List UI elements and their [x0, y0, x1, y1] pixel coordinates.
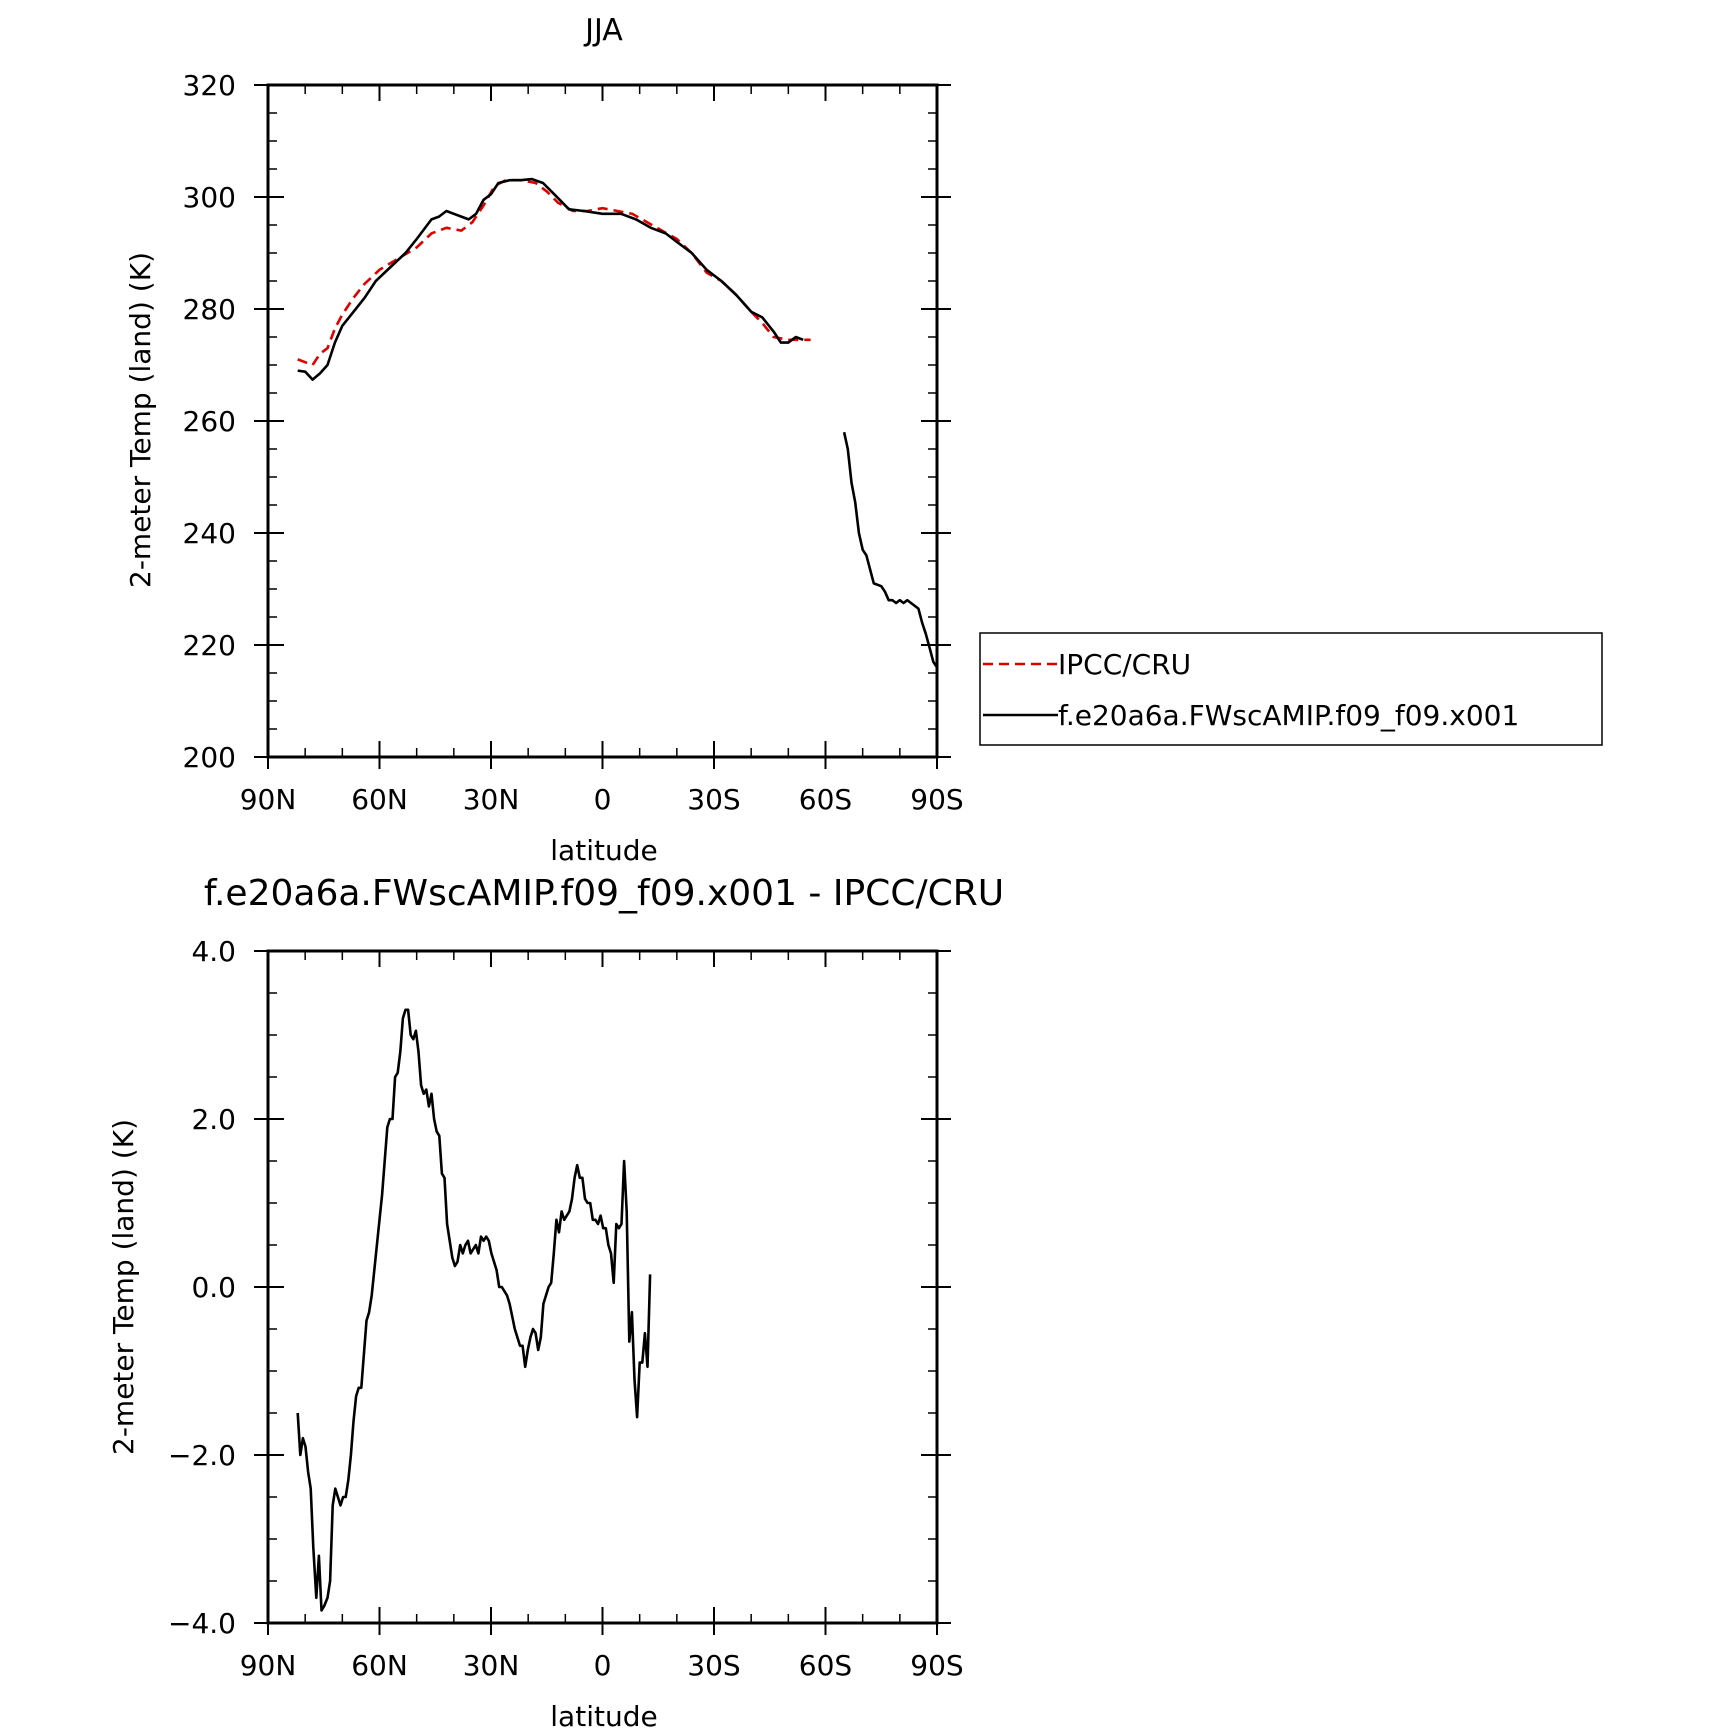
top-ticks — [254, 84, 951, 769]
x-tick-label: 30N — [463, 783, 520, 816]
top-series-0-line — [297, 178, 811, 367]
bottom-series — [296, 1008, 652, 1612]
y-tick-label: 300 — [183, 181, 236, 214]
top-y-tick-labels: 200 220 240 260 280 300 320 — [183, 69, 236, 774]
y-tick-label: 2.0 — [191, 1103, 236, 1136]
top-series-1-line-segment-0 — [297, 177, 804, 381]
y-tick-label: 260 — [183, 405, 236, 438]
y-tick-label: 240 — [183, 517, 236, 550]
top-series-1-line-segment-1 — [842, 431, 939, 669]
x-tick-label: 60N — [351, 1649, 408, 1682]
y-tick-label: 220 — [183, 629, 236, 662]
y-tick-label: 280 — [183, 293, 236, 326]
bottom-chart-title: f.e20a6a.FWscAMIP.f09_f09.x001 - IPCC/CR… — [204, 873, 1004, 914]
x-tick-label: 60S — [799, 783, 852, 816]
top-plot-frame — [266, 83, 939, 759]
top-series — [297, 177, 939, 669]
bottom-x-tick-labels: 90N 60N 30N 0 30S 60S 90S — [240, 1649, 964, 1682]
legend-box — [979, 632, 1603, 746]
bottom-y-tick-labels: −4.0 −2.0 0.0 2.0 4.0 — [168, 935, 236, 1640]
y-tick-label: −2.0 — [168, 1439, 236, 1472]
y-tick-label: −4.0 — [168, 1607, 236, 1640]
y-tick-label: 0.0 — [191, 1271, 236, 1304]
top-x-tick-labels: 90N 60N 30N 0 30S 60S 90S — [240, 783, 964, 816]
x-tick-label: 0 — [594, 783, 612, 816]
bottom-ticks — [254, 950, 951, 1635]
legend-entry-ipcc-cru: IPCC/CRU — [1058, 648, 1191, 681]
top-panel: JJA 90N 60N 30N 0 30S 60S 90S 200 220 240 260 280 3… — [124, 13, 1603, 867]
x-tick-label: 30S — [687, 1649, 740, 1682]
x-tick-label: 0 — [594, 1649, 612, 1682]
x-tick-label: 90S — [910, 1649, 963, 1682]
x-tick-label: 90N — [240, 783, 297, 816]
top-y-axis-label: 2-meter Temp (land) (K) — [124, 252, 157, 588]
bottom-x-axis-label: latitude — [550, 1700, 657, 1733]
y-tick-label: 320 — [183, 69, 236, 102]
top-legend: IPCC/CRU f.e20a6a.FWscAMIP.f09_f09.x001 — [979, 632, 1603, 746]
top-x-axis-label: latitude — [550, 834, 657, 867]
y-tick-label: 200 — [183, 741, 236, 774]
x-tick-label: 30N — [463, 1649, 520, 1682]
bottom-y-axis-label: 2-meter Temp (land) (K) — [107, 1119, 140, 1455]
x-tick-label: 90N — [240, 1649, 297, 1682]
bottom-panel: f.e20a6a.FWscAMIP.f09_f09.x001 - IPCC/CR… — [107, 873, 1004, 1733]
x-tick-label: 90S — [910, 783, 963, 816]
y-tick-label: 4.0 — [191, 935, 236, 968]
x-tick-label: 30S — [687, 783, 740, 816]
bottom-series-0-line — [296, 1008, 652, 1612]
x-tick-label: 60N — [351, 783, 408, 816]
bottom-plot-frame — [266, 949, 939, 1625]
x-tick-label: 60S — [799, 1649, 852, 1682]
legend-entry-model: f.e20a6a.FWscAMIP.f09_f09.x001 — [1058, 699, 1519, 732]
top-chart-title: JJA — [583, 13, 623, 48]
